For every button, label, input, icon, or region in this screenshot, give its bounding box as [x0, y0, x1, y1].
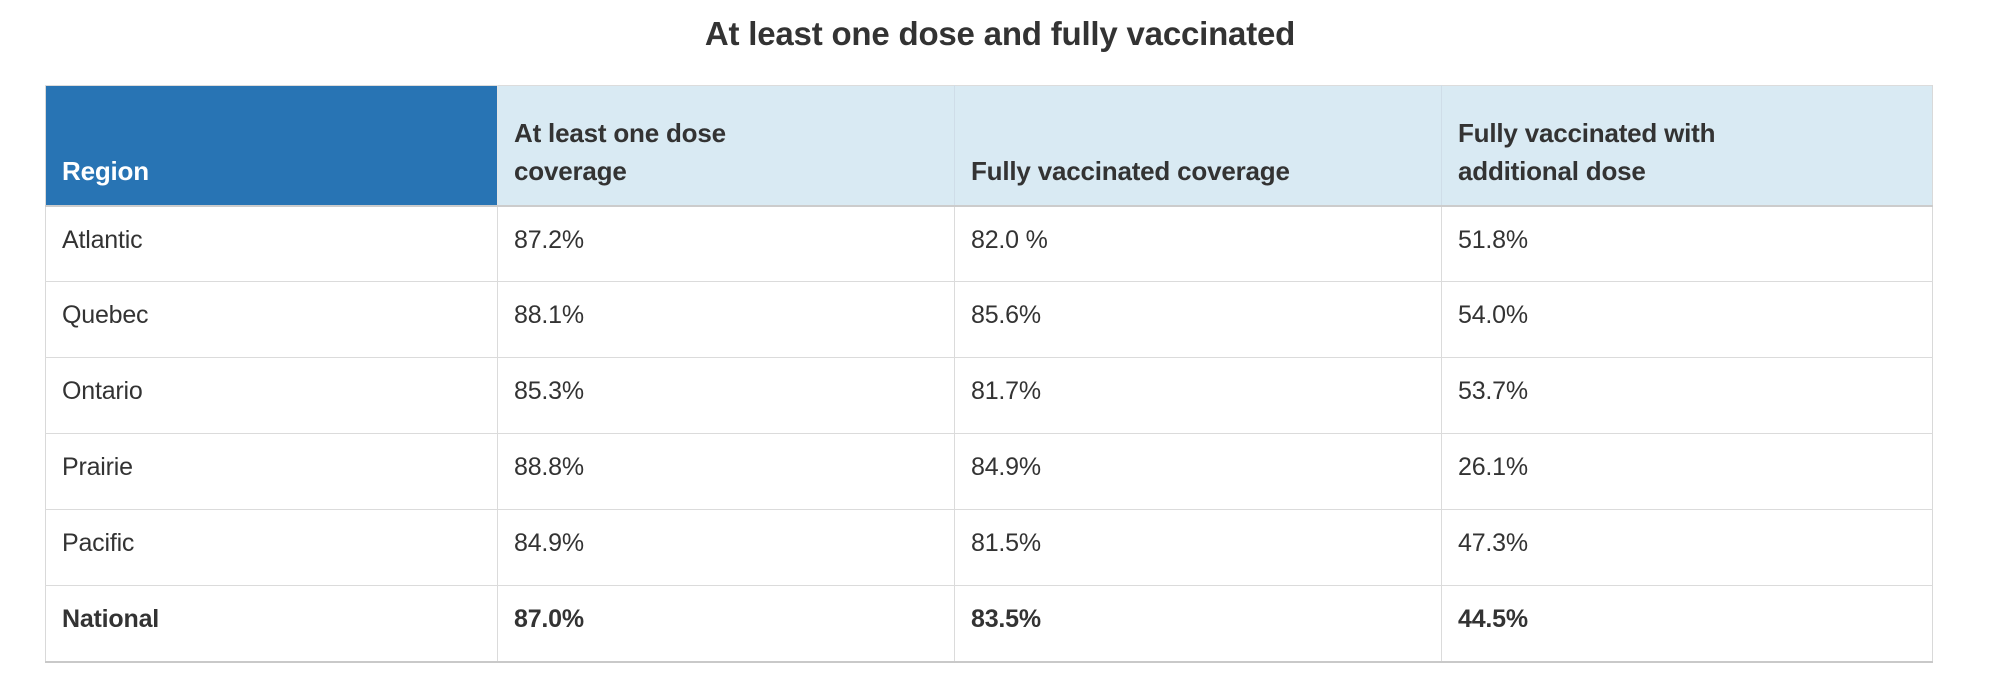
one-dose-cell: 88.1%: [497, 281, 955, 358]
column-header-one-dose-label: At least one dose coverage: [514, 117, 726, 186]
fully-vaccinated-cell: 84.9%: [954, 433, 1442, 510]
column-header-one-dose-coverage: At least one dose coverage: [497, 85, 955, 207]
column-header-fully-vaccinated-coverage: Fully vaccinated coverage: [954, 85, 1442, 207]
one-dose-cell: 87.0%: [497, 585, 955, 662]
one-dose-cell: 88.8%: [497, 433, 955, 510]
fully-vaccinated-cell: 81.5%: [954, 509, 1442, 586]
region-cell: National: [45, 585, 498, 662]
region-cell: Pacific: [45, 509, 498, 586]
table-row-pacific: Pacific 84.9% 81.5% 47.3%: [45, 509, 1933, 586]
vaccination-coverage-table: Region At least one dose coverage Fully …: [45, 85, 1933, 663]
column-header-additional-dose-label: Fully vaccinated with additional dose: [1458, 117, 1716, 186]
one-dose-cell: 87.2%: [497, 205, 955, 282]
table-row-atlantic: Atlantic 87.2% 82.0 % 51.8%: [45, 205, 1933, 282]
fully-vaccinated-cell: 85.6%: [954, 281, 1442, 358]
region-cell: Prairie: [45, 433, 498, 510]
one-dose-cell: 84.9%: [497, 509, 955, 586]
additional-dose-cell: 54.0%: [1441, 281, 1933, 358]
additional-dose-cell: 53.7%: [1441, 357, 1933, 434]
column-header-additional-dose: Fully vaccinated with additional dose: [1441, 85, 1933, 207]
column-header-fully-vaccinated-label: Fully vaccinated coverage: [971, 155, 1290, 186]
column-header-region: Region: [45, 85, 498, 207]
additional-dose-cell: 26.1%: [1441, 433, 1933, 510]
additional-dose-cell: 44.5%: [1441, 585, 1933, 662]
table-row-prairie: Prairie 88.8% 84.9% 26.1%: [45, 433, 1933, 510]
header-row: Region At least one dose coverage Fully …: [45, 85, 1933, 207]
region-cell: Atlantic: [45, 205, 498, 282]
region-cell: Quebec: [45, 281, 498, 358]
table-row-national: National 87.0% 83.5% 44.5%: [45, 585, 1933, 662]
additional-dose-cell: 47.3%: [1441, 509, 1933, 586]
additional-dose-cell: 51.8%: [1441, 205, 1933, 282]
chart-title: At least one dose and fully vaccinated: [704, 15, 1296, 52]
region-cell: Ontario: [45, 357, 498, 434]
table-row-quebec: Quebec 88.1% 85.6% 54.0%: [45, 281, 1933, 358]
table-row-ontario: Ontario 85.3% 81.7% 53.7%: [45, 357, 1933, 434]
fully-vaccinated-cell: 81.7%: [954, 357, 1442, 434]
fully-vaccinated-cell: 82.0 %: [954, 205, 1442, 282]
fully-vaccinated-cell: 83.5%: [954, 585, 1442, 662]
one-dose-cell: 85.3%: [497, 357, 955, 434]
column-header-region-label: Region: [62, 155, 149, 186]
